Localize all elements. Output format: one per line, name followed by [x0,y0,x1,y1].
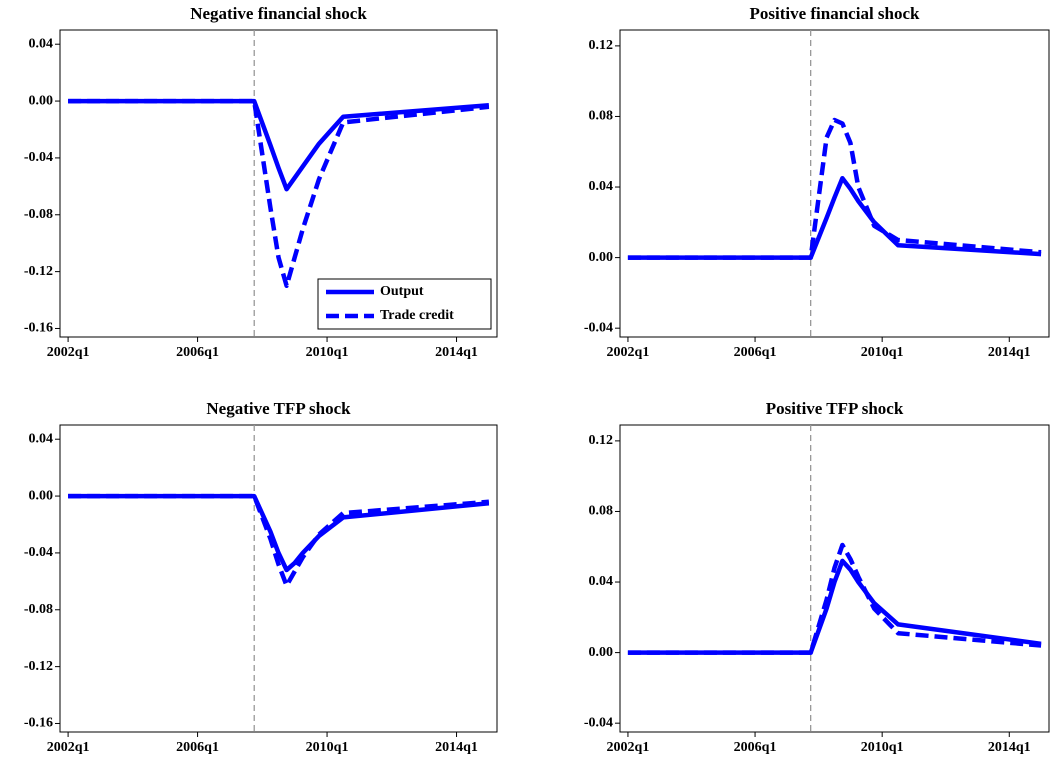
series-line [627,175,1042,260]
x-tick-label: 2014q1 [435,740,478,755]
y-tick-label: 0.08 [589,504,614,519]
series-line [627,558,1042,655]
y-tick-label: 0.12 [589,38,614,53]
chart-title: Negative financial shock [190,4,367,23]
plot-frame [59,29,498,338]
legend-label: Trade credit [380,308,454,323]
chart-title: Negative TFP shock [206,399,351,418]
y-tick-label: -0.08 [24,207,53,222]
series-line [627,542,1042,655]
x-tick-label: 2002q1 [47,345,90,360]
y-tick-label: -0.12 [24,264,53,279]
x-tick-label: 2014q1 [435,345,478,360]
plot-frame [59,424,498,733]
y-tick-label: -0.16 [24,321,53,336]
y-tick-label: 0.04 [589,179,614,194]
chart-title: Positive financial shock [749,4,920,23]
series-line [68,493,490,588]
series-line [627,117,1042,260]
x-tick-label: 2002q1 [607,345,650,360]
series-line [68,98,490,192]
y-tick-label: 0.04 [29,36,54,51]
y-tick-label: 0.00 [589,645,614,660]
y-tick-label: 0.04 [29,431,54,446]
y-tick-label: 0.00 [589,250,614,265]
legend-label: Output [380,284,424,299]
y-tick-label: 0.00 [29,93,54,108]
x-tick-label: 2002q1 [47,740,90,755]
series-line [68,98,490,289]
y-tick-label: -0.12 [24,659,53,674]
x-tick-label: 2014q1 [988,345,1031,360]
x-tick-label: 2010q1 [861,345,904,360]
x-tick-label: 2006q1 [176,740,219,755]
x-tick-label: 2002q1 [607,740,650,755]
x-tick-label: 2010q1 [861,740,904,755]
plot-frame [619,424,1050,733]
y-tick-label: 0.08 [589,109,614,124]
x-tick-label: 2010q1 [306,740,349,755]
y-tick-label: -0.04 [24,545,53,560]
legend-box [317,278,492,330]
x-tick-label: 2006q1 [734,740,777,755]
y-tick-label: 0.04 [589,574,614,589]
y-tick-label: -0.08 [24,602,53,617]
y-tick-label: 0.00 [29,488,54,503]
y-tick-label: -0.04 [584,715,613,730]
plot-frame [619,29,1050,338]
y-tick-label: -0.16 [24,716,53,731]
x-tick-label: 2014q1 [988,740,1031,755]
chart-title: Positive TFP shock [766,399,904,418]
series-line [68,493,490,573]
y-tick-label: 0.12 [589,433,614,448]
x-tick-label: 2006q1 [176,345,219,360]
y-tick-label: -0.04 [584,320,613,335]
y-tick-label: -0.04 [24,150,53,165]
x-tick-label: 2010q1 [306,345,349,360]
x-tick-label: 2006q1 [734,345,777,360]
